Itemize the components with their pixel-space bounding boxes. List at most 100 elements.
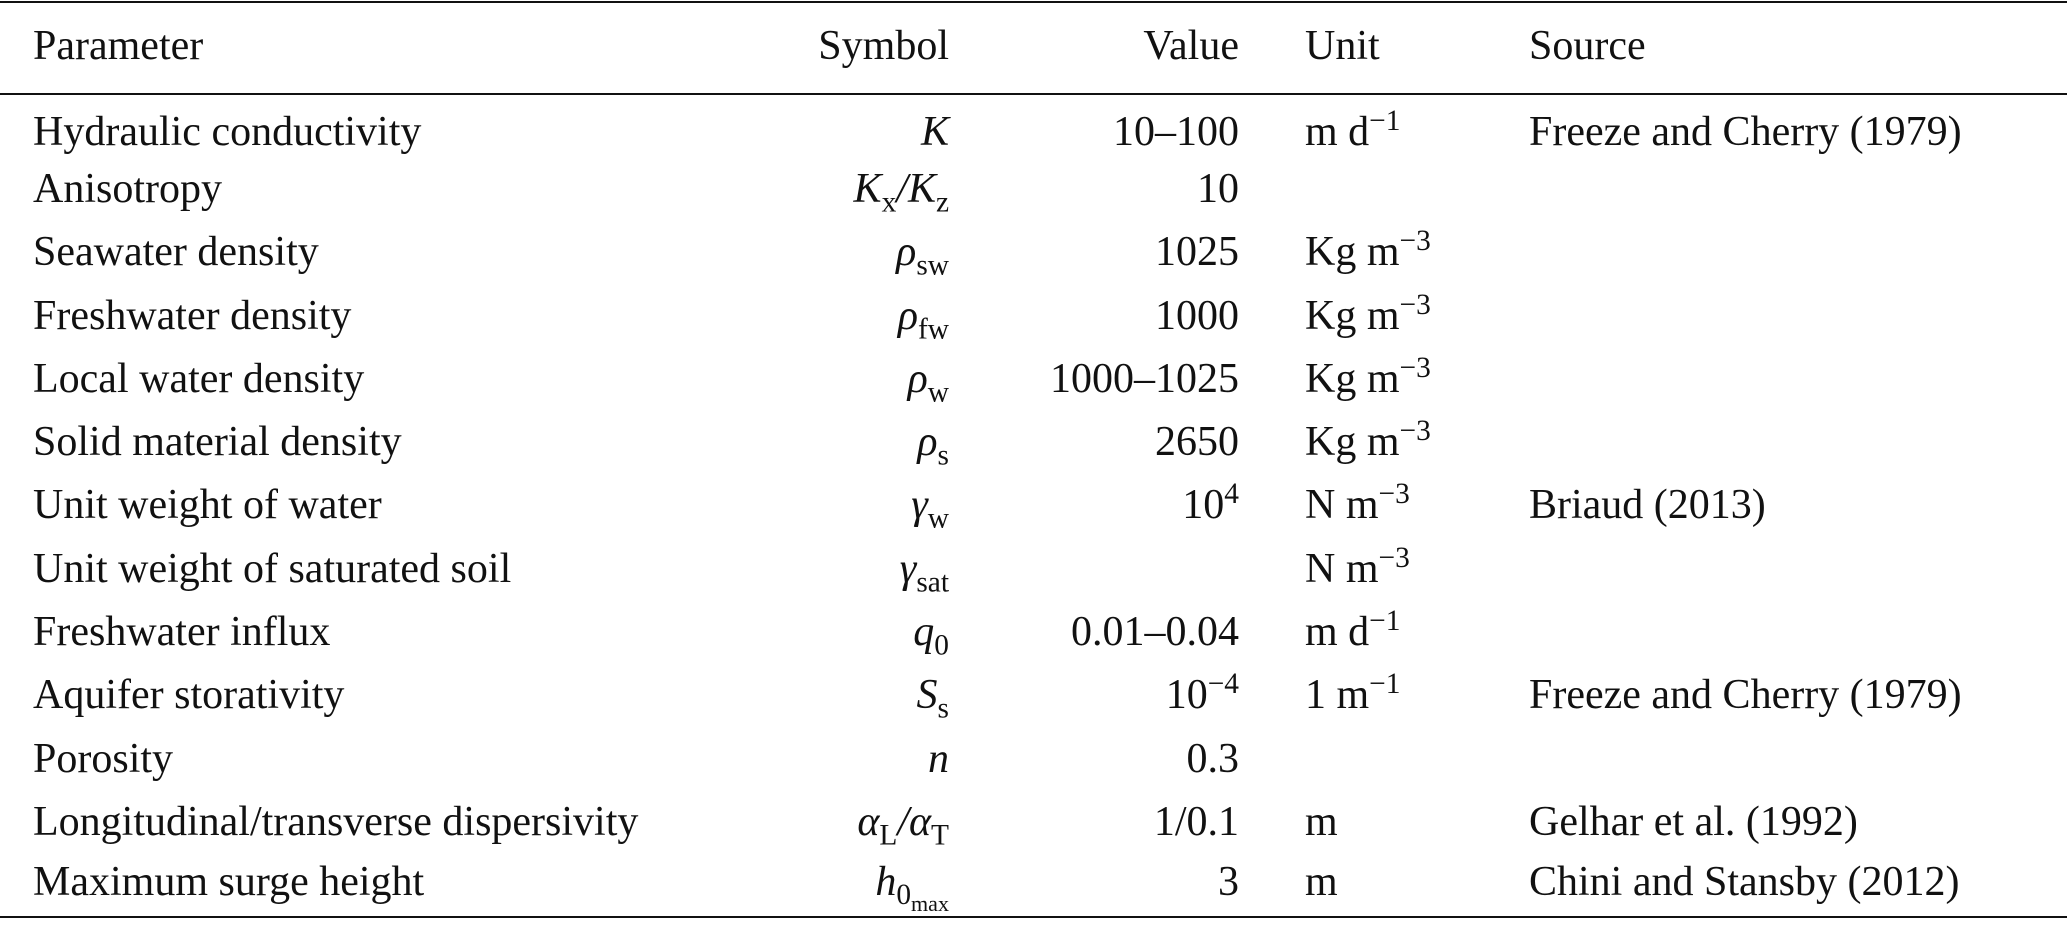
subscript: s [938,440,949,472]
table-cell: ρw [790,347,949,410]
table-cell: N m−3 [1239,474,1529,537]
table-cell: ρfw [790,284,949,347]
cell-text: Aquifer storativity [33,672,345,719]
subscript-text: 0 [934,629,949,662]
superscript: −1 [1369,668,1401,701]
cell-text: Porosity [33,735,174,782]
superscript: −3 [1378,541,1410,574]
cell-text: Maximum surge height [33,858,425,905]
subscript-text: sat [916,566,949,599]
table-cell [1529,347,2067,410]
subscript: sw [916,250,949,282]
table-cell: n [790,727,949,790]
superscript: −1 [1369,105,1401,138]
table-cell: Porosity [0,727,790,790]
cell-text: Briaud (2013) [1529,482,1766,529]
cell-text: / [896,165,908,212]
table-cell: Briaud (2013) [1529,474,2067,537]
cell-text: 1 m [1305,672,1370,719]
subscript: 0 [934,629,949,661]
header-cell: Value [1143,23,1239,69]
cell-text: Kg m [1305,419,1400,466]
table-cell: 0.01–0.04 [949,600,1239,663]
table-cell: ρsw [790,221,949,284]
cell-text: 10–100 [1113,109,1239,156]
table-cell: Freeze and Cherry (1979) [1529,94,2067,157]
header-cell: Symbol [818,23,949,69]
table-row: Freshwater influx q0 0.01–0.04 m d−1 [0,600,2067,663]
superscript: −3 [1399,351,1431,384]
table-cell: Aquifer storativity [0,664,790,727]
cell-text: Freeze and Cherry (1979) [1529,672,1962,719]
cell-text: 10 [1182,482,1225,529]
table-cell: 3 [949,854,1239,917]
cell-text: Unit weight of water [33,482,382,529]
table-cell: Unit weight of saturated soil [0,537,790,600]
cell-text: Hydraulic conductivity [33,109,422,156]
table-body: Hydraulic conductivity K 10–100 m d−1 Freeze… [0,94,2067,917]
subscript-text: w [927,376,949,409]
table-row: Longitudinal/transverse dispersivity αL/α… [0,790,2067,853]
table-cell: Maximum surge height [0,854,790,917]
table-cell: Freeze and Cherry (1979) [1529,664,2067,727]
subscript: s [938,693,949,725]
table-cell: 1 m−1 [1239,664,1529,727]
table-cell: 2650 [949,410,1239,473]
cell-text: 1000–1025 [1050,355,1239,402]
table-cell: 104 [949,474,1239,537]
table-cell: Gelhar et al. (1992) [1529,790,2067,853]
table-cell: Chini and Stansby (2012) [1529,854,2067,917]
cell-text: 2650 [1155,419,1239,466]
table-row: Hydraulic conductivity K 10–100 m d−1 Freeze… [0,94,2067,157]
subscript-text: s [937,692,949,725]
table-cell [1529,537,2067,600]
cell-text: 1/0.1 [1153,798,1239,845]
cell-text: Freeze and Cherry (1979) [1529,109,1962,156]
table-cell: Longitudinal/transverse dispersivity [0,790,790,853]
cell-text: / [897,798,909,845]
header-cell: Parameter [33,23,204,69]
table-row: Aquifer storativity Ss 10−4 1 m−1 Freeze and… [0,664,2067,727]
table-cell: αL/αT [790,790,949,853]
table-cell [1529,157,2067,220]
table-cell [1529,410,2067,473]
table-cell: 0.3 [949,727,1240,790]
subscript: z [936,186,949,218]
table-cell: 1/0.1 [949,790,1239,853]
table-row: Seawater density ρsw 1025 Kg m−3 [0,221,2067,284]
subscript-text: z [935,186,949,219]
cell-text: Chini and Stansby (2012) [1529,858,1960,905]
cell-text: 1025 [1155,229,1239,276]
cell-text: Gelhar et al. (1992) [1529,798,1858,845]
cell-text: ρ [907,355,928,402]
table-cell: Kx/Kz [790,157,949,220]
table-cell: 10–100 [949,94,1239,157]
cell-text: N m [1305,482,1379,529]
table-row: Unit weight of saturated soil γsat N m−3 [0,537,2067,600]
table-row: Porosity n 0.3 [0,727,2067,790]
table-cell [1239,727,1529,790]
cell-text: γ [899,545,917,592]
cell-text: Seawater density [33,229,319,276]
table-row: Anisotropy Kx/Kz 10 [0,157,2067,220]
header-cell: Source [1529,23,1646,69]
cell-text: Kg m [1305,229,1400,276]
subscript-text: s [937,439,949,472]
table-cell: Solid material density [0,410,790,473]
table-header: Parameter Symbol Value Unit Source [0,2,2067,94]
table-cell: Ss [790,664,949,727]
subscript-text: L [879,819,898,852]
cell-text: 1000 [1155,292,1239,339]
table-cell: K [790,94,949,157]
cell-text: m [1305,798,1338,845]
table-cell: N m−3 [1239,537,1529,600]
table-cell [949,537,1239,600]
subscript: sat [916,566,949,598]
table-cell: Freshwater density [0,284,790,347]
table-row: Unit weight of water γw 104 N m−3 Briaud (20… [0,474,2067,537]
table-row: Freshwater density ρfw 1000 Kg m−3 [0,284,2067,347]
cell-text: 3 [1218,858,1239,905]
subscript: fw [918,313,949,345]
table-cell: q0 [790,600,949,663]
subscript-text: sw [916,249,949,282]
